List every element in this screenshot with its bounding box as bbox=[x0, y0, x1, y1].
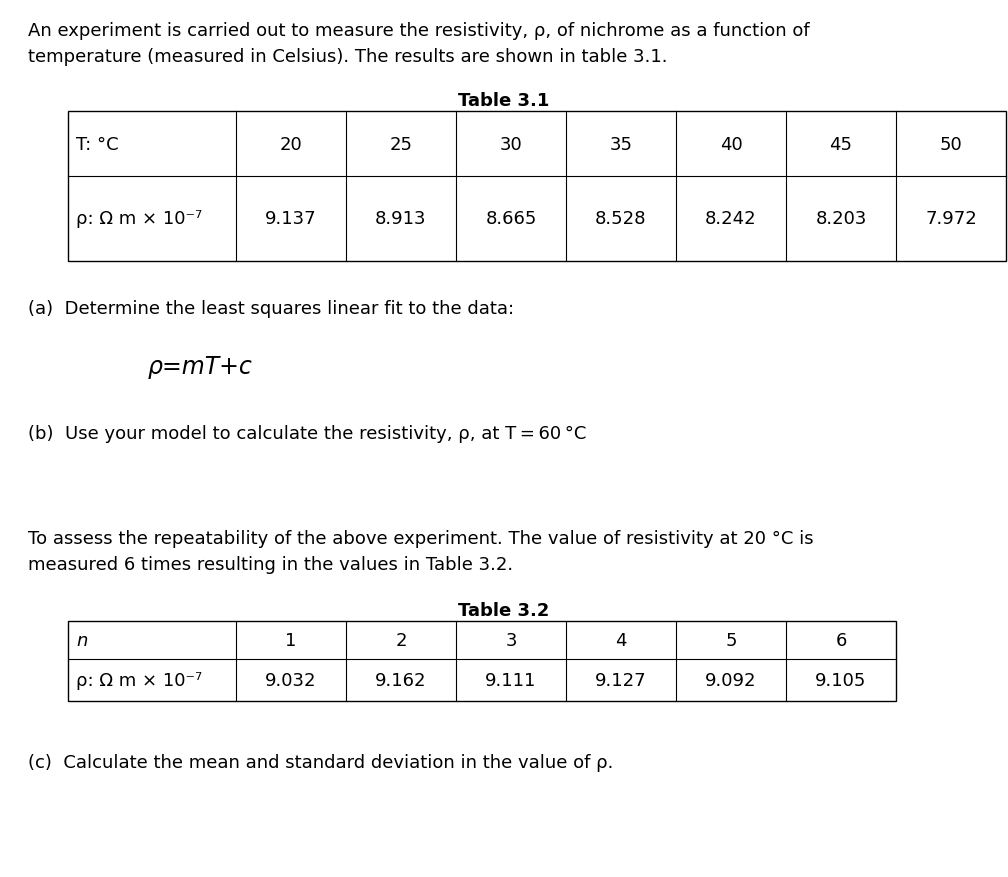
Text: 5: 5 bbox=[725, 631, 737, 649]
Text: 7.972: 7.972 bbox=[925, 210, 977, 228]
Text: (a)  Determine the least squares linear fit to the data:: (a) Determine the least squares linear f… bbox=[28, 300, 514, 317]
Text: ρ=mT+c: ρ=mT+c bbox=[148, 354, 253, 379]
Text: 2: 2 bbox=[395, 631, 407, 649]
Text: measured 6 times resulting in the values in Table 3.2.: measured 6 times resulting in the values… bbox=[28, 555, 513, 574]
Text: ρ: Ω m × 10⁻⁷: ρ: Ω m × 10⁻⁷ bbox=[76, 671, 203, 689]
Text: 30: 30 bbox=[500, 135, 522, 153]
Text: 9.127: 9.127 bbox=[595, 671, 647, 689]
Text: To assess the repeatability of the above experiment. The value of resistivity at: To assess the repeatability of the above… bbox=[28, 530, 813, 547]
Text: Table 3.1: Table 3.1 bbox=[459, 92, 549, 110]
Text: 8.528: 8.528 bbox=[596, 210, 647, 228]
Text: (b)  Use your model to calculate the resistivity, ρ, at T = 60 °C: (b) Use your model to calculate the resi… bbox=[28, 424, 587, 443]
Text: 20: 20 bbox=[279, 135, 302, 153]
Text: (c)  Calculate the mean and standard deviation in the value of ρ.: (c) Calculate the mean and standard devi… bbox=[28, 753, 614, 771]
Text: n: n bbox=[76, 631, 88, 649]
Text: 6: 6 bbox=[836, 631, 847, 649]
Text: 50: 50 bbox=[939, 135, 963, 153]
Text: 8.203: 8.203 bbox=[815, 210, 867, 228]
Text: T: °C: T: °C bbox=[76, 135, 119, 153]
Text: 35: 35 bbox=[610, 135, 632, 153]
Bar bbox=[68, 621, 896, 702]
Text: temperature (measured in Celsius). The results are shown in table 3.1.: temperature (measured in Celsius). The r… bbox=[28, 48, 667, 66]
Text: 9.111: 9.111 bbox=[485, 671, 536, 689]
Text: An experiment is carried out to measure the resistivity, ρ, of nichrome as a fun: An experiment is carried out to measure … bbox=[28, 22, 809, 40]
Text: 9.092: 9.092 bbox=[706, 671, 757, 689]
Text: 9.162: 9.162 bbox=[375, 671, 426, 689]
Text: 9.137: 9.137 bbox=[265, 210, 317, 228]
Text: 3: 3 bbox=[505, 631, 517, 649]
Text: Table 3.2: Table 3.2 bbox=[459, 602, 549, 619]
Text: 4: 4 bbox=[615, 631, 627, 649]
Text: 8.913: 8.913 bbox=[375, 210, 426, 228]
Text: 40: 40 bbox=[720, 135, 742, 153]
Text: 8.665: 8.665 bbox=[485, 210, 536, 228]
Text: 1: 1 bbox=[285, 631, 296, 649]
Text: 9.032: 9.032 bbox=[265, 671, 317, 689]
Text: ρ: Ω m × 10⁻⁷: ρ: Ω m × 10⁻⁷ bbox=[76, 210, 203, 228]
Text: 9.105: 9.105 bbox=[815, 671, 867, 689]
Text: 8.242: 8.242 bbox=[706, 210, 757, 228]
Text: 25: 25 bbox=[389, 135, 412, 153]
Text: 45: 45 bbox=[830, 135, 853, 153]
Bar bbox=[68, 112, 1006, 261]
